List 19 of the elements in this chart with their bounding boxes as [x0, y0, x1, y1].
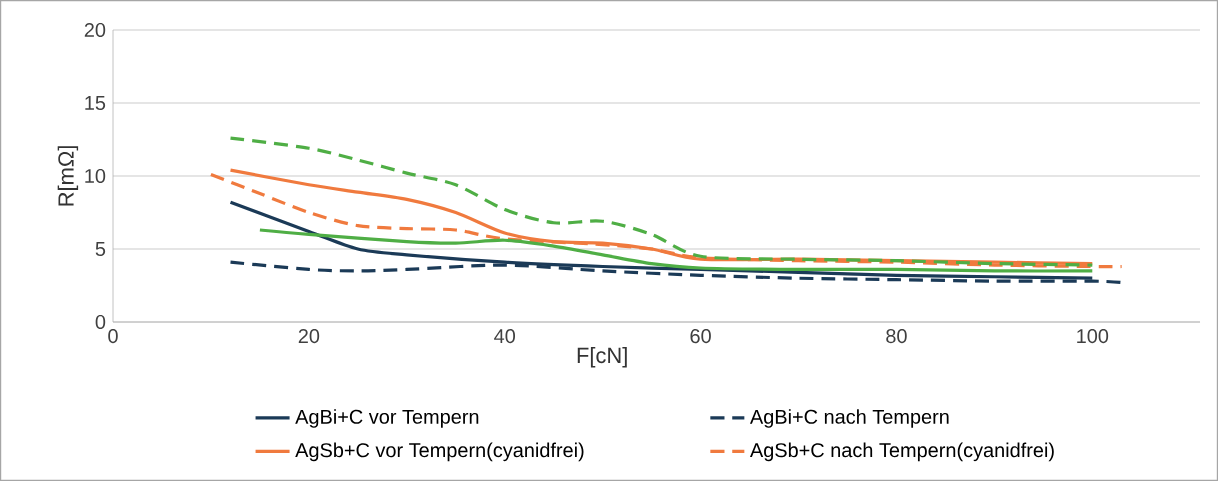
- legend-label: AgBi+C vor Tempern: [295, 409, 479, 428]
- legend-label: AgSb+C vor Tempern(cyanidfrei): [295, 442, 584, 462]
- x-tick-label: 20: [298, 329, 320, 344]
- y-tick-label: 0: [95, 314, 106, 330]
- y-tick-label: 10: [85, 168, 106, 184]
- x-axis-title: F[cN]: [577, 347, 627, 368]
- legend-label: AgBi+C nach Tempern: [749, 409, 949, 428]
- x-tick-label: 60: [690, 329, 711, 344]
- y-tick-label: 15: [85, 96, 106, 110]
- y-tick-label: 5: [95, 242, 106, 256]
- x-tick-label: 100: [1077, 329, 1109, 344]
- y-tick-label: 20: [84, 22, 106, 38]
- x-tick-label: 40: [494, 329, 516, 344]
- legend-label: AgSb+C nach Tempern(cyanidfrei): [749, 442, 1054, 462]
- y-axis-title: R[mΩ]: [57, 146, 79, 206]
- x-tick-label: 0: [108, 329, 118, 344]
- line-series: [258, 228, 1094, 273]
- x-tick-label: 80: [886, 329, 907, 344]
- line-series: [228, 136, 1094, 267]
